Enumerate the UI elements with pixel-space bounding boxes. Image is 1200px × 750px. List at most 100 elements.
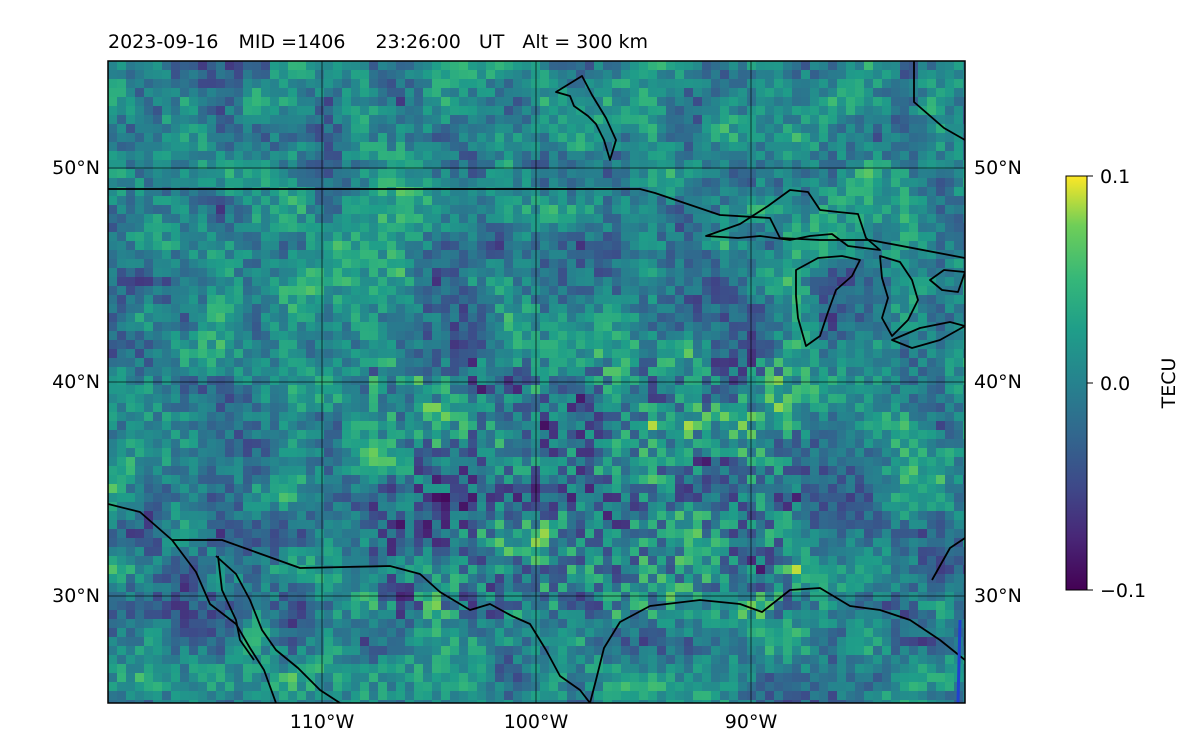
tec-cell [891, 133, 901, 143]
tec-cell [918, 259, 928, 269]
tec-cell [963, 457, 965, 467]
tec-cell [594, 385, 604, 395]
tec-cell [900, 223, 910, 233]
tec-cell [900, 178, 910, 188]
tec-cell [207, 412, 217, 422]
tec-cell [432, 430, 442, 440]
tec-cell [108, 412, 118, 422]
tec-cell [783, 178, 793, 188]
tec-cell [126, 241, 136, 251]
tec-cell [666, 124, 676, 134]
tec-cell [396, 115, 406, 125]
tec-cell [234, 484, 244, 494]
tec-cell [477, 286, 487, 296]
tec-cell [639, 124, 649, 134]
tec-cell [630, 223, 640, 233]
tec-cell [360, 241, 370, 251]
tec-cell [585, 412, 595, 422]
tec-cell [441, 313, 451, 323]
tec-cell [405, 70, 415, 80]
tec-cell [549, 493, 559, 503]
tec-cell [369, 349, 379, 359]
tec-cell [144, 223, 154, 233]
tec-cell [126, 70, 136, 80]
tec-cell [468, 115, 478, 125]
tec-cell [666, 493, 676, 503]
tec-cell [621, 484, 631, 494]
tec-cell [252, 322, 262, 332]
tec-cell [378, 520, 388, 530]
tec-cell [810, 151, 820, 161]
tec-cell [675, 340, 685, 350]
tec-cell [927, 97, 937, 107]
tec-cell [405, 466, 415, 476]
tec-cell [108, 475, 118, 485]
tec-cell [540, 313, 550, 323]
tec-cell [243, 475, 253, 485]
tec-cell [558, 403, 568, 413]
tec-cell [819, 367, 829, 377]
tec-cell [558, 160, 568, 170]
tec-cell [612, 142, 622, 152]
tec-cell [216, 502, 226, 512]
tec-cell [954, 394, 964, 404]
tec-cell [855, 160, 865, 170]
tec-cell [585, 394, 595, 404]
tec-cell [711, 61, 721, 71]
tec-cell [171, 466, 181, 476]
tec-cell [342, 286, 352, 296]
tec-cell [576, 466, 586, 476]
tec-cell [567, 277, 577, 287]
tec-cell [270, 457, 280, 467]
tec-cell [261, 106, 271, 116]
tec-cell [297, 106, 307, 116]
tec-cell [864, 160, 874, 170]
tec-cell [828, 421, 838, 431]
tec-cell [621, 349, 631, 359]
tec-cell [819, 466, 829, 476]
tec-cell [414, 358, 424, 368]
tec-cell [360, 259, 370, 269]
tec-cell [270, 196, 280, 206]
tec-cell [900, 187, 910, 197]
tec-cell [657, 79, 667, 89]
tec-cell [288, 97, 298, 107]
tec-cell [855, 448, 865, 458]
tec-cell [738, 115, 748, 125]
tec-cell [567, 178, 577, 188]
tec-cell [927, 430, 937, 440]
tec-cell [675, 376, 685, 386]
tec-cell [504, 475, 514, 485]
tec-cell [729, 61, 739, 71]
tec-cell [234, 394, 244, 404]
tec-cell [666, 178, 676, 188]
tec-cell [828, 493, 838, 503]
tec-cell [909, 259, 919, 269]
tec-cell [252, 358, 262, 368]
tec-cell [693, 205, 703, 215]
tec-cell [909, 421, 919, 431]
tec-cell [189, 205, 199, 215]
tec-cell [585, 97, 595, 107]
tec-cell [378, 196, 388, 206]
tec-cell [261, 439, 271, 449]
tec-cell [144, 430, 154, 440]
tec-cell [261, 322, 271, 332]
tec-cell [117, 466, 127, 476]
tec-cell [819, 178, 829, 188]
tec-cell [711, 322, 721, 332]
tec-cell [918, 187, 928, 197]
tec-cell [351, 412, 361, 422]
tec-cell [576, 286, 586, 296]
tec-cell [693, 268, 703, 278]
tec-cell [342, 403, 352, 413]
tec-cell [603, 151, 613, 161]
tec-cell [594, 403, 604, 413]
tec-cell [441, 295, 451, 305]
tec-cell [486, 376, 496, 386]
tec-cell [108, 268, 118, 278]
tec-cell [468, 358, 478, 368]
tec-cell [243, 295, 253, 305]
tec-cell [486, 223, 496, 233]
